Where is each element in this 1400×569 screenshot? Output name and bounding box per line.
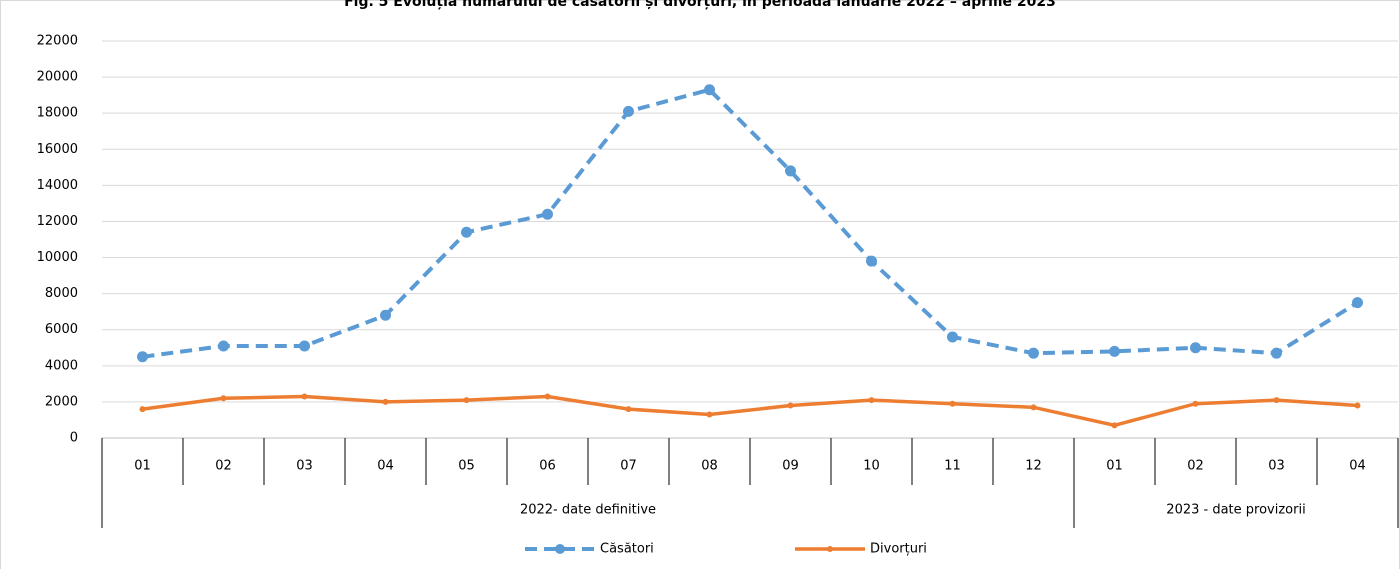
data-point	[139, 406, 146, 413]
line-series	[142, 394, 1358, 428]
data-point	[704, 84, 715, 96]
x-tick-label: 06	[539, 459, 556, 474]
chart-title: Fig. 5 Evoluția numărului de căsătorii ș…	[344, 0, 1056, 10]
x-tick-label: 09	[782, 459, 799, 474]
data-point	[706, 411, 713, 418]
data-point	[1354, 402, 1361, 409]
data-point	[382, 398, 389, 405]
x-tick-label: 11	[944, 459, 961, 474]
x-tick-label: 03	[296, 459, 313, 474]
y-tick-label: 2000	[45, 394, 78, 409]
y-tick-label: 0	[70, 431, 78, 446]
x-tick-label: 10	[863, 459, 880, 474]
x-tick-label: 08	[701, 459, 718, 474]
data-point	[301, 393, 308, 400]
y-tick-label: 14000	[37, 178, 78, 193]
data-point	[380, 309, 391, 321]
data-point	[1028, 347, 1039, 359]
group-label: 2023 - date provizorii	[1166, 503, 1305, 518]
y-tick-label: 22000	[37, 34, 78, 49]
data-point	[1271, 347, 1282, 359]
x-tick-label: 01	[1106, 459, 1123, 474]
data-point	[787, 402, 794, 409]
data-point	[220, 395, 227, 402]
legend-marker	[555, 544, 565, 554]
data-point	[1190, 342, 1201, 354]
x-tick-label: 03	[1268, 459, 1285, 474]
x-tick-label: 01	[134, 459, 151, 474]
x-tick-label: 05	[458, 459, 475, 474]
data-point	[1030, 404, 1037, 411]
y-tick-label: 6000	[45, 322, 78, 337]
data-point	[1109, 345, 1120, 357]
y-tick-label: 4000	[45, 358, 78, 373]
y-tick-label: 18000	[37, 106, 78, 121]
data-point	[542, 208, 553, 220]
x-tick-label: 02	[1187, 459, 1204, 474]
legend-marker	[827, 546, 833, 552]
x-tick-label: 07	[620, 459, 637, 474]
data-point	[1192, 400, 1199, 407]
data-point	[949, 400, 956, 407]
data-point	[625, 406, 632, 413]
data-point	[1273, 397, 1280, 404]
y-tick-label: 16000	[37, 142, 78, 157]
y-tick-label: 20000	[37, 70, 78, 85]
data-point	[623, 105, 634, 117]
data-point	[868, 397, 875, 404]
y-tick-label: 12000	[37, 214, 78, 229]
legend-label: Căsători	[600, 542, 654, 557]
x-tick-label: 12	[1025, 459, 1042, 474]
data-point	[947, 331, 958, 343]
x-tick-label: 02	[215, 459, 232, 474]
data-point	[299, 340, 310, 352]
data-point	[544, 393, 551, 400]
data-point	[137, 351, 148, 363]
data-point	[866, 255, 877, 267]
data-point	[218, 340, 229, 352]
y-tick-label: 8000	[45, 286, 78, 301]
line-series	[142, 87, 1359, 359]
data-point	[785, 165, 796, 177]
data-point	[463, 397, 470, 404]
x-tick-label: 04	[377, 459, 394, 474]
legend-label: Divorțuri	[870, 542, 927, 557]
x-tick-label: 04	[1349, 459, 1366, 474]
data-point	[1352, 297, 1363, 309]
y-tick-label: 10000	[37, 250, 78, 265]
data-point	[1111, 422, 1118, 429]
data-point	[461, 226, 472, 238]
group-label: 2022- date definitive	[520, 503, 656, 518]
